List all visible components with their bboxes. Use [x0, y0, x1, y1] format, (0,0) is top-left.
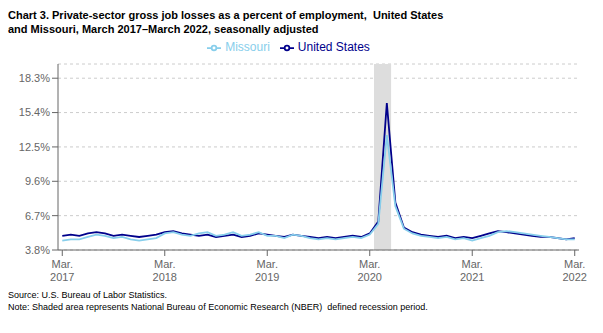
html-text:United States: United States [297, 40, 370, 54]
svg-text:15.4%: 15.4% [19, 106, 50, 118]
svg-text:Mar.2022: Mar.2022 [562, 258, 586, 283]
svg-text:Mar.2018: Mar.2018 [153, 258, 177, 283]
svg-text:12.5%: 12.5% [19, 141, 50, 153]
html-text:Missouri: Missouri [225, 40, 270, 54]
svg-text:Mar.2017: Mar.2017 [50, 258, 74, 283]
svg-text:Mar.2019: Mar.2019 [255, 258, 279, 283]
svg-text:18.3%: 18.3% [19, 72, 50, 84]
html-text:Source: U.S. Bureau of Labor S: Source: U.S. Bureau of Labor Statistics. [8, 290, 168, 300]
html-text:and Missouri, March 2017–March: and Missouri, March 2017–March 2022, sea… [8, 23, 319, 35]
html-text:Note: Shaded area represents N: Note: Shaded area represents National Bu… [8, 302, 428, 312]
svg-text:Mar.2021: Mar.2021 [460, 258, 484, 283]
svg-text:3.8%: 3.8% [25, 244, 50, 256]
svg-text:Mar.2020: Mar.2020 [358, 258, 382, 283]
html-text:Chart 3. Private-sector gross: Chart 3. Private-sector gross job losses… [8, 9, 444, 21]
svg-text:6.7%: 6.7% [25, 210, 50, 222]
svg-text:9.6%: 9.6% [25, 175, 50, 187]
